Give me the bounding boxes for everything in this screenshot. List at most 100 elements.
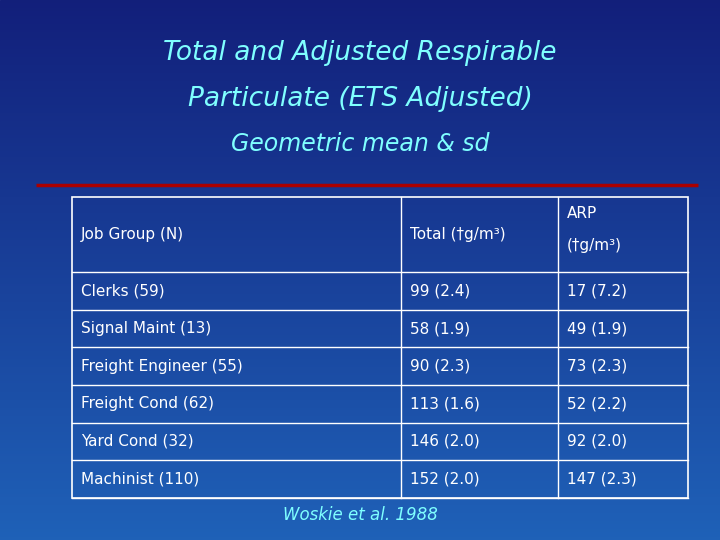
Bar <box>0 429 720 432</box>
Bar <box>0 464 720 467</box>
Bar <box>0 194 720 197</box>
Bar <box>0 340 720 343</box>
Bar <box>0 251 720 254</box>
Bar <box>0 535 720 537</box>
Bar <box>0 300 720 302</box>
Text: 73 (2.3): 73 (2.3) <box>567 359 627 374</box>
Bar <box>0 94 720 97</box>
Bar <box>0 243 720 246</box>
Bar <box>0 165 720 167</box>
Bar <box>0 103 720 105</box>
Bar <box>0 46 720 49</box>
Bar <box>0 332 720 335</box>
Bar <box>0 475 720 478</box>
Bar <box>0 381 720 383</box>
Bar <box>0 454 720 456</box>
Bar <box>0 267 720 270</box>
Bar <box>0 529 720 532</box>
Bar <box>0 408 720 410</box>
Bar <box>0 524 720 526</box>
Bar <box>0 113 720 116</box>
Bar <box>0 14 720 16</box>
Bar <box>0 432 720 435</box>
Text: Particulate (ETS Adjusted): Particulate (ETS Adjusted) <box>188 86 532 112</box>
Bar <box>0 502 720 505</box>
Bar <box>0 119 720 122</box>
Bar <box>0 346 720 348</box>
Bar <box>0 197 720 200</box>
Bar <box>0 70 720 73</box>
Bar <box>0 173 720 176</box>
Text: 52 (2.2): 52 (2.2) <box>567 396 627 411</box>
Bar <box>0 313 720 316</box>
Text: Freight Engineer (55): Freight Engineer (55) <box>81 359 243 374</box>
Bar <box>0 254 720 256</box>
Bar <box>0 483 720 486</box>
Bar <box>0 437 720 440</box>
Bar <box>0 211 720 213</box>
Bar <box>0 292 720 294</box>
Bar <box>0 516 720 518</box>
Bar <box>0 189 720 192</box>
Bar <box>0 327 720 329</box>
Bar <box>0 500 720 502</box>
Bar <box>0 373 720 375</box>
Bar <box>0 470 720 472</box>
Bar <box>0 170 720 173</box>
Bar <box>0 397 720 400</box>
Bar <box>0 256 720 259</box>
Text: 99 (2.4): 99 (2.4) <box>410 284 470 299</box>
Bar <box>0 116 720 119</box>
Bar <box>0 410 720 413</box>
Bar <box>0 208 720 211</box>
Text: 152 (2.0): 152 (2.0) <box>410 471 480 487</box>
Bar <box>0 508 720 510</box>
Bar <box>0 78 720 81</box>
Bar <box>0 89 720 92</box>
Bar <box>0 68 720 70</box>
Text: Machinist (110): Machinist (110) <box>81 471 199 487</box>
Text: (†g/m³): (†g/m³) <box>567 239 622 253</box>
Bar <box>0 62 720 65</box>
Bar <box>0 278 720 281</box>
Bar <box>0 81 720 84</box>
Bar <box>0 383 720 386</box>
Text: Signal Maint (13): Signal Maint (13) <box>81 321 211 336</box>
Bar <box>0 192 720 194</box>
Bar <box>0 3 720 5</box>
Bar <box>0 486 720 489</box>
Bar <box>0 27 720 30</box>
Bar <box>0 76 720 78</box>
Bar <box>0 65 720 68</box>
Bar <box>0 246 720 248</box>
Bar <box>0 111 720 113</box>
Bar <box>0 494 720 497</box>
Bar <box>0 505 720 508</box>
Bar <box>0 310 720 313</box>
Bar <box>0 159 720 162</box>
Bar <box>0 348 720 351</box>
Bar <box>0 216 720 219</box>
Bar <box>0 178 720 181</box>
Text: Woskie et al. 1988: Woskie et al. 1988 <box>282 506 438 524</box>
Bar <box>0 402 720 405</box>
Bar <box>0 35 720 38</box>
Bar <box>0 49 720 51</box>
Bar <box>0 537 720 540</box>
Bar <box>0 354 720 356</box>
Bar <box>0 370 720 373</box>
Bar <box>0 235 720 238</box>
Bar <box>0 167 720 170</box>
Bar <box>0 238 720 240</box>
Bar <box>0 221 720 224</box>
Text: Job Group (N): Job Group (N) <box>81 227 184 242</box>
Bar <box>0 162 720 165</box>
Bar <box>0 284 720 286</box>
Bar <box>0 30 720 32</box>
Bar <box>0 459 720 462</box>
Bar <box>0 418 720 421</box>
Text: 17 (7.2): 17 (7.2) <box>567 284 627 299</box>
Bar <box>0 400 720 402</box>
Bar <box>0 375 720 378</box>
Text: 49 (1.9): 49 (1.9) <box>567 321 627 336</box>
